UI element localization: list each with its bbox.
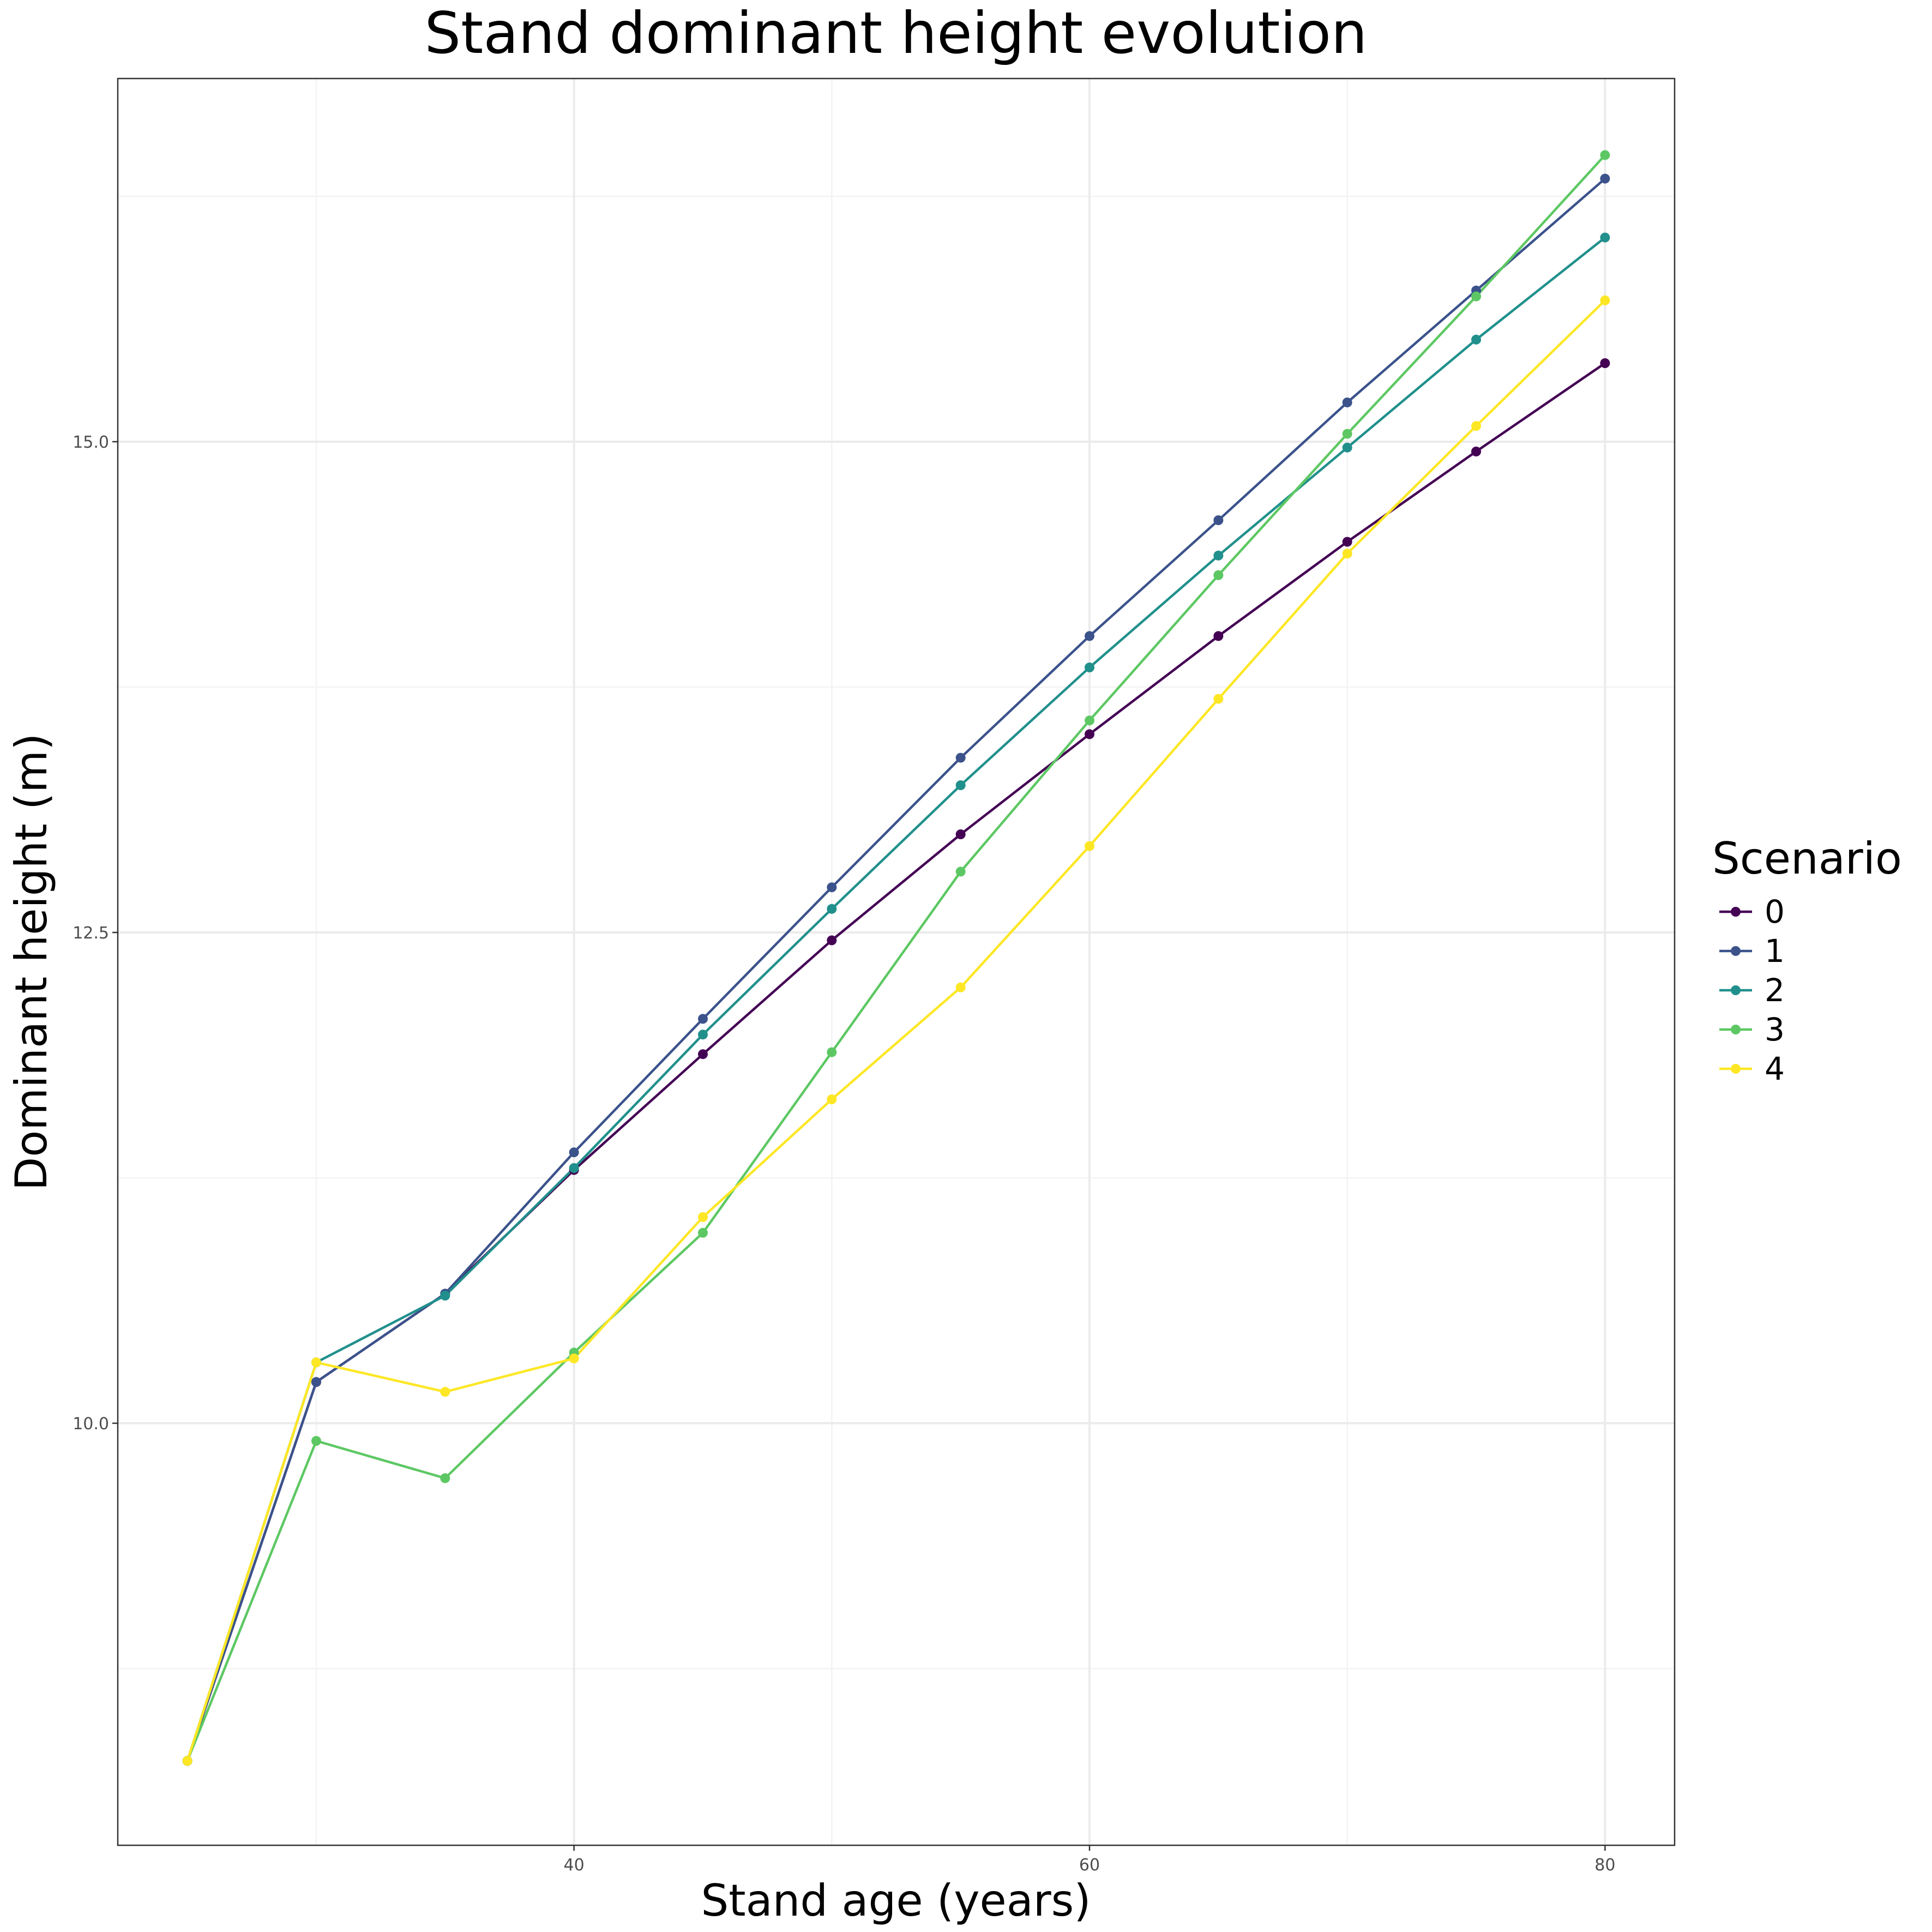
plot-panel-border xyxy=(117,77,1676,1846)
series-lines xyxy=(186,154,1606,1762)
x-tick-label: 40 xyxy=(564,1856,585,1875)
series-points xyxy=(182,150,1610,1766)
series-point-1 xyxy=(1600,173,1610,184)
major-gridlines xyxy=(118,79,1675,1845)
legend-key-point xyxy=(1731,1025,1741,1034)
series-point-2 xyxy=(827,904,837,914)
series-point-1 xyxy=(955,753,966,763)
legend-item-1: 1 xyxy=(1719,932,1785,970)
series-point-2 xyxy=(569,1163,579,1173)
legend-key-point xyxy=(1731,985,1741,995)
series-point-3 xyxy=(1085,715,1095,726)
series-point-2 xyxy=(697,1030,708,1040)
series-point-4 xyxy=(311,1357,321,1368)
legend-key-point xyxy=(1731,1064,1741,1074)
series-point-1 xyxy=(569,1147,579,1158)
series-point-1 xyxy=(697,1014,708,1024)
series-point-2 xyxy=(955,780,966,790)
chart-title: Stand dominant height evolution xyxy=(425,0,1368,67)
series-point-2 xyxy=(440,1291,450,1301)
series-point-3 xyxy=(1471,291,1482,302)
y-tick-label: 15.0 xyxy=(73,433,109,452)
y-tick-label: 12.5 xyxy=(73,924,109,943)
series-point-1 xyxy=(1342,398,1352,407)
series-line-1 xyxy=(186,177,1606,1761)
series-point-2 xyxy=(1471,334,1482,345)
series-point-4 xyxy=(440,1387,450,1397)
x-tick-label: 80 xyxy=(1594,1856,1615,1875)
series-point-3 xyxy=(1213,570,1224,580)
series-point-0 xyxy=(955,829,966,839)
series-line-3 xyxy=(186,154,1606,1762)
series-point-3 xyxy=(440,1473,450,1483)
legend-label: 4 xyxy=(1765,1050,1785,1087)
series-point-2 xyxy=(1213,550,1224,561)
legend-label: 2 xyxy=(1765,972,1785,1009)
series-point-4 xyxy=(827,1094,837,1104)
series-point-2 xyxy=(1085,663,1095,672)
legend-key-point xyxy=(1731,946,1741,956)
series-point-3 xyxy=(311,1436,321,1446)
series-point-4 xyxy=(182,1756,192,1766)
legend-item-0: 0 xyxy=(1719,893,1785,930)
series-point-1 xyxy=(311,1377,321,1387)
series-point-3 xyxy=(1342,429,1352,439)
series-line-4 xyxy=(186,299,1606,1761)
legend-item-4: 4 xyxy=(1719,1050,1785,1087)
series-point-0 xyxy=(697,1049,708,1060)
y-tick-label: 10.0 xyxy=(73,1415,109,1434)
legend-item-3: 3 xyxy=(1719,1011,1785,1048)
series-point-4 xyxy=(955,982,966,992)
series-point-4 xyxy=(569,1353,579,1364)
series-point-4 xyxy=(1342,549,1352,559)
axis-ticks xyxy=(112,441,1606,1851)
x-axis-title: Stand age (years) xyxy=(701,1875,1091,1926)
series-point-2 xyxy=(1600,232,1610,243)
axis-tick-labels: 40 60 80 10.0 12.5 15.0 xyxy=(73,433,1615,1875)
series-point-3 xyxy=(697,1227,708,1238)
series-point-0 xyxy=(1600,358,1610,368)
series-line-2 xyxy=(186,236,1606,1761)
legend-key-point xyxy=(1731,907,1741,917)
legend-item-2: 2 xyxy=(1719,972,1785,1009)
legend-label: 3 xyxy=(1765,1011,1785,1048)
series-point-4 xyxy=(697,1212,708,1222)
series-point-0 xyxy=(1085,729,1095,739)
series-point-1 xyxy=(1213,515,1224,525)
legend-label: 0 xyxy=(1765,893,1785,930)
series-point-0 xyxy=(1213,631,1224,641)
minor-gridlines xyxy=(118,79,1675,1845)
series-point-0 xyxy=(1342,537,1352,547)
series-point-4 xyxy=(1600,295,1610,305)
legend-label: 1 xyxy=(1765,932,1785,970)
y-axis-title: Dominant height (m) xyxy=(6,733,57,1191)
x-tick-label: 60 xyxy=(1079,1856,1100,1875)
series-point-4 xyxy=(1085,841,1095,851)
series-point-3 xyxy=(1600,150,1610,160)
series-point-3 xyxy=(827,1047,837,1057)
series-point-2 xyxy=(1342,442,1352,453)
series-point-4 xyxy=(1471,421,1482,431)
legend-title: Scenario xyxy=(1712,833,1902,884)
series-point-1 xyxy=(827,882,837,893)
series-point-4 xyxy=(1213,694,1224,704)
series-point-0 xyxy=(1471,447,1482,456)
series-point-1 xyxy=(1085,631,1095,641)
series-point-3 xyxy=(955,866,966,877)
series-point-0 xyxy=(827,935,837,946)
